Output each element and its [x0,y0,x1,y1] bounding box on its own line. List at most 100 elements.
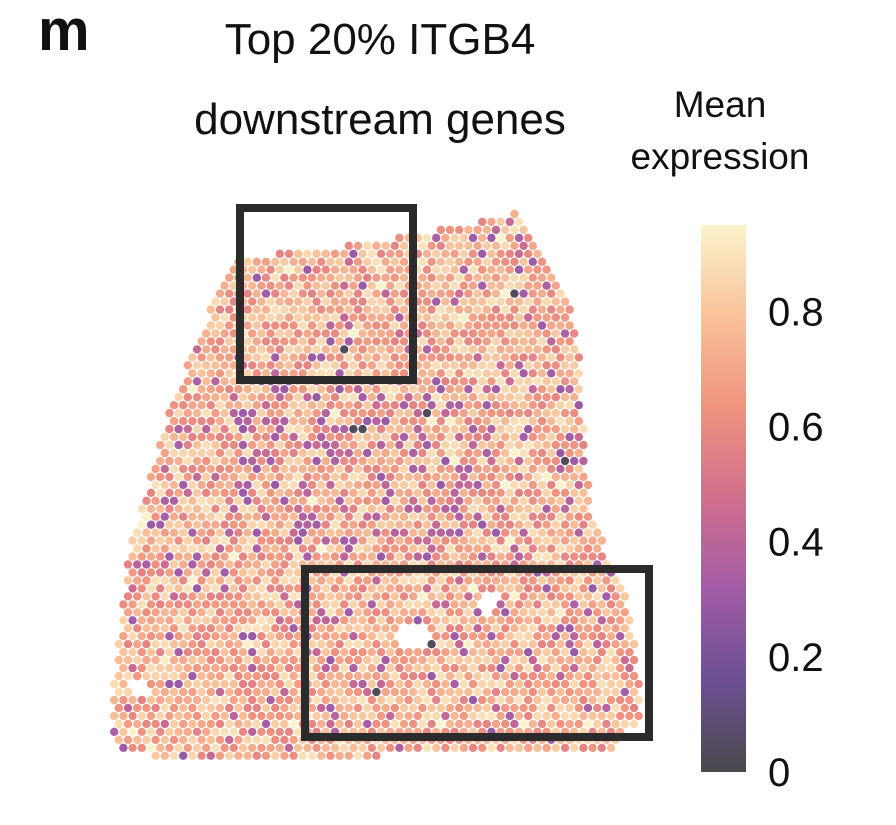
tissue-spot [505,520,514,529]
tissue-spot [275,727,284,736]
tissue-spot [579,504,588,513]
tissue-spot [634,695,643,705]
tissue-spot [459,233,468,243]
tissue-spot [432,648,441,657]
tissue-spot [376,488,386,497]
tissue-spot [381,353,390,362]
tissue-spot [381,655,390,665]
tissue-spot [611,655,620,665]
tissue-spot [275,536,284,545]
tissue-spot [303,440,312,450]
tissue-spot [174,456,183,466]
tissue-spot [229,297,238,306]
tissue-spot [482,448,491,458]
colorbar-tick-label: 0 [768,751,790,795]
tissue-spot [436,496,445,505]
tissue-spot [133,528,142,537]
tissue-spot [409,608,418,617]
tissue-spot [505,265,514,274]
tissue-spot [353,416,363,426]
tissue-spot [386,393,395,402]
tissue-spot [266,600,275,609]
tissue-spot [482,480,491,490]
tissue-spot [464,655,473,665]
tissue-spot [353,544,363,553]
tissue-spot [556,624,565,633]
tissue-spot [215,544,225,553]
tissue-spot [202,663,211,673]
tissue-spot [229,648,238,657]
tissue-spot [570,600,579,609]
tissue-spot [459,456,468,466]
tissue-spot [215,353,225,362]
tissue-spot [275,632,284,641]
tissue-spot [395,361,404,370]
colorbar-title-line-1: Mean [673,84,767,125]
tissue-spot [294,504,303,513]
tissue-spot [501,655,510,665]
tissue-spot [441,552,450,561]
tissue-spot [413,648,422,657]
tissue-spot [225,321,234,330]
tissue-spot [519,624,528,633]
tissue-spot [560,695,570,705]
tissue-spot [620,655,629,665]
tissue-spot [234,464,243,474]
tissue-spot [303,265,312,274]
tissue-spot [266,711,275,721]
tissue-spot [505,663,514,673]
tissue-spot [133,655,142,665]
tissue-spot [386,743,395,752]
tissue-spot [491,496,501,505]
tissue-spot [363,448,372,458]
tissue-spot [450,472,459,482]
tissue-spot [321,536,330,545]
tissue-spot [183,504,192,513]
tissue-spot [137,520,146,529]
tissue-spot [271,257,280,266]
tissue-spot [409,576,418,585]
tissue-spot [174,504,183,513]
tissue-spot [478,377,487,386]
tissue-spot [326,608,335,617]
tissue-spot [551,632,560,641]
tissue-spot [349,520,358,529]
tissue-spot [537,528,547,537]
tissue-spot [179,448,188,458]
tissue-spot [542,265,551,274]
tissue-spot [381,448,390,458]
tissue-spot [271,671,280,681]
tissue-spot [142,624,151,633]
tissue-spot [597,600,606,609]
tissue-spot [225,385,234,394]
tissue-spot [119,616,128,625]
tissue-spot [289,401,298,410]
tissue-spot [436,432,445,442]
tissue-spot [188,369,197,378]
tissue-spot [257,488,266,497]
tissue-spot [519,671,528,681]
tissue-spot [381,321,390,330]
tissue-spot [445,416,455,426]
tissue-spot [335,289,344,298]
tissue-spot [307,464,317,474]
tissue-spot [381,496,390,505]
tissue-spot [510,257,519,266]
tissue-spot [524,424,533,434]
tissue-spot [169,544,179,553]
tissue-spot [261,576,271,585]
tissue-spot [404,472,413,482]
tissue-spot [271,369,280,378]
tissue-spot [183,600,192,609]
tissue-spot [445,592,455,601]
tissue-spot [165,663,174,673]
tissue-spot [473,496,482,505]
tissue-spot [602,608,611,617]
tissue-spot [284,711,294,721]
tissue-spot [289,385,298,394]
tissue-spot [565,687,574,697]
tissue-spot [560,600,570,609]
tissue-spot [537,608,547,617]
tissue-spot [436,480,445,490]
tissue-spot [482,719,491,729]
